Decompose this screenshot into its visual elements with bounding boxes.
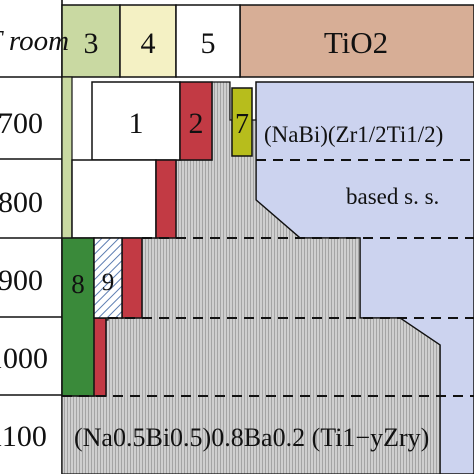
phase-2-cell [179,81,213,161]
tio2-label: TiO2 [324,25,388,60]
temp-row-label-1100: 1100 [0,420,47,453]
phase-4-label: 4 [141,27,156,60]
phase-2-mid-cell [121,237,143,319]
phase-8-cell [61,237,95,397]
phase-2-lower-cell [155,159,177,239]
phase-7-label: 7 [235,109,249,140]
phase-1-lower-cell [71,159,157,239]
tio2-region [239,4,474,78]
temp-row-label-900: 900 [0,264,43,297]
phase-1-label: 1 [129,107,144,140]
phase-7-cell [231,87,253,157]
temp-row-label-700: 700 [0,107,43,140]
header-row-label: T room [0,25,69,57]
phase-1-cell [91,81,181,161]
phase-5-cell [175,4,241,78]
perovskite-formula-label: (Na0.5Bi0.5)0.8Ba0.2 (Ti1−yZry) [74,423,429,452]
nabi-zrti-label-line2: based s. s. [346,184,439,209]
nabi-zrti-label-line1: (NaBi)(Zr1/2Ti1/2) [264,122,443,147]
phase-5-label: 5 [201,27,216,60]
phase-9-label: 9 [102,269,115,296]
phase-3-strip [61,76,73,241]
phase-3-label: 3 [84,27,99,60]
temp-row-label-1000: 1000 [0,342,48,375]
temperature-label-column [0,0,62,474]
phase-3-cell [61,4,121,78]
phase-8-label: 8 [71,269,85,299]
phase-2-label: 2 [189,107,204,140]
temp-row-label-800: 800 [0,186,43,219]
